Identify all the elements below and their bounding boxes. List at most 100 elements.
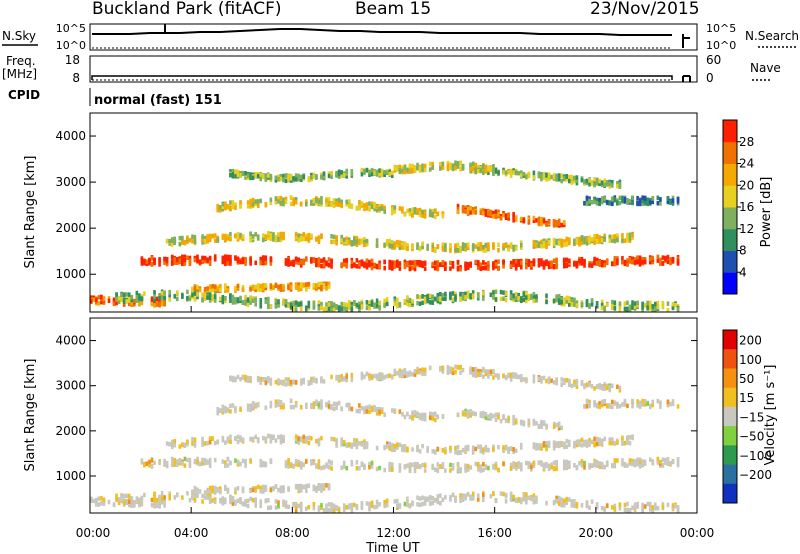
power-cell bbox=[181, 294, 184, 299]
velocity-cell bbox=[441, 462, 445, 468]
velocity-cell bbox=[340, 465, 343, 470]
power-cell bbox=[175, 296, 179, 302]
power-cell bbox=[282, 285, 285, 290]
velocity-cell bbox=[208, 496, 212, 502]
velocity-cell bbox=[661, 463, 665, 468]
power-cell bbox=[562, 175, 566, 181]
velocity-cell bbox=[332, 401, 336, 407]
power-cell bbox=[519, 265, 523, 270]
power-cell bbox=[484, 169, 488, 174]
power-cell bbox=[403, 245, 407, 251]
velocity-cell bbox=[396, 445, 399, 450]
velocity-cell bbox=[492, 446, 495, 452]
power-cell bbox=[396, 166, 399, 171]
power-cell bbox=[573, 238, 576, 244]
velocity-cell bbox=[666, 461, 670, 467]
power-cell bbox=[423, 296, 427, 302]
power-cell bbox=[550, 174, 553, 180]
power-cell bbox=[193, 257, 197, 263]
power-cell bbox=[585, 302, 589, 308]
power-cell bbox=[641, 198, 644, 204]
power-cell bbox=[249, 203, 252, 208]
power-cell bbox=[231, 296, 235, 301]
power-cell bbox=[656, 300, 660, 306]
power-cell bbox=[312, 283, 316, 288]
velocity-cell bbox=[585, 382, 589, 387]
power-cell bbox=[181, 240, 184, 245]
power-cell bbox=[641, 305, 644, 310]
power-cell bbox=[241, 234, 245, 239]
velocity-cell bbox=[633, 459, 637, 464]
velocity-cell bbox=[294, 403, 298, 408]
power-cell bbox=[474, 244, 478, 249]
velocity-cell bbox=[224, 460, 227, 465]
power-cell bbox=[292, 306, 295, 312]
velocity-cell bbox=[413, 369, 417, 374]
velocity-cell bbox=[378, 502, 381, 507]
power-cell bbox=[562, 239, 566, 244]
power-cell bbox=[375, 172, 379, 177]
power-cell bbox=[461, 164, 465, 170]
power-cell bbox=[299, 286, 303, 292]
power-cell bbox=[345, 199, 349, 205]
power-cell bbox=[613, 300, 617, 306]
power-cell bbox=[532, 175, 536, 180]
power-cell bbox=[598, 259, 601, 265]
velocity-cell bbox=[590, 463, 594, 468]
power-cell bbox=[254, 199, 257, 204]
velocity-cell bbox=[375, 411, 379, 416]
power-cell bbox=[153, 303, 156, 308]
velocity-cell bbox=[621, 435, 624, 441]
velocity-cell bbox=[519, 419, 523, 425]
power-cell bbox=[431, 165, 435, 170]
power-cell bbox=[211, 284, 214, 289]
power-cell bbox=[236, 283, 240, 289]
power-cell bbox=[590, 263, 594, 268]
power-cell bbox=[213, 256, 217, 262]
velocity-cell bbox=[408, 414, 412, 420]
velocity-cell bbox=[583, 465, 586, 470]
power-cell bbox=[249, 234, 252, 239]
velocity-cell bbox=[403, 464, 407, 469]
velocity-cell bbox=[201, 436, 204, 442]
power-cell bbox=[312, 258, 316, 264]
velocity-cell bbox=[403, 369, 407, 374]
power-cell bbox=[631, 195, 634, 200]
velocity-cell bbox=[282, 485, 285, 490]
velocity-cell bbox=[294, 484, 298, 490]
velocity-cell bbox=[605, 462, 609, 468]
power-cell bbox=[261, 286, 265, 292]
velocity-cell bbox=[186, 439, 189, 444]
power-cell bbox=[302, 236, 306, 242]
power-cell bbox=[153, 290, 156, 295]
power-cell bbox=[327, 171, 331, 176]
power-cell bbox=[183, 257, 187, 263]
velocity-cell bbox=[418, 413, 422, 418]
velocity-cell bbox=[297, 503, 300, 509]
velocity-cell bbox=[552, 443, 556, 449]
power-cell bbox=[494, 169, 498, 174]
velocity-cell bbox=[239, 437, 242, 443]
power-cell bbox=[353, 236, 356, 242]
velocity-cell bbox=[188, 463, 192, 469]
power-cell bbox=[229, 254, 232, 260]
velocity-cell bbox=[416, 369, 419, 375]
velocity-cell bbox=[125, 500, 129, 505]
power-cell bbox=[342, 302, 346, 307]
power-cell bbox=[216, 207, 220, 213]
velocity-cell bbox=[287, 457, 290, 463]
velocity-cell bbox=[287, 487, 290, 492]
velocity-cell bbox=[638, 457, 642, 463]
power-cell bbox=[439, 299, 442, 305]
power-cell bbox=[517, 262, 521, 267]
power-cell bbox=[423, 299, 427, 305]
velocity-cell bbox=[439, 501, 442, 506]
power-cell bbox=[216, 286, 220, 292]
power-cell bbox=[251, 234, 255, 239]
velocity-cell bbox=[183, 456, 187, 462]
power-cell bbox=[289, 173, 293, 179]
power-cell bbox=[244, 256, 247, 262]
power-cell bbox=[130, 294, 134, 300]
power-cell bbox=[279, 195, 283, 201]
velocity-cell bbox=[165, 441, 169, 446]
